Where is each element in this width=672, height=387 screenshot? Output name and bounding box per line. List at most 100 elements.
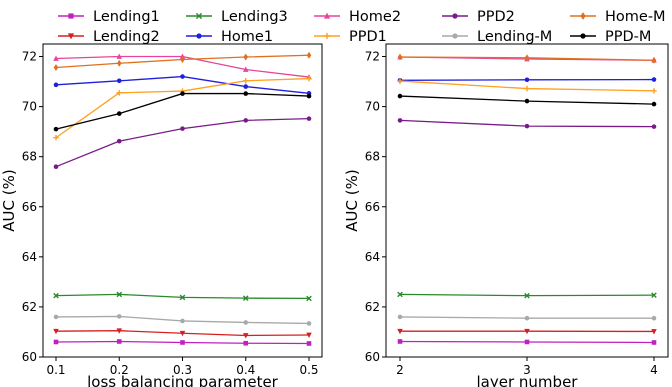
y-tick-label: 68 [22, 150, 37, 164]
data-point-lending3 [116, 291, 123, 298]
data-point-home2 [53, 55, 59, 61]
legend-label: PPD1 [349, 29, 387, 45]
data-point-ppd1 [242, 78, 249, 84]
data-point-lending3 [53, 292, 59, 299]
legend-entry-home-m: Home-M [570, 9, 666, 25]
legend-swatch-marker [580, 12, 586, 20]
data-point-ppd1 [116, 90, 123, 96]
x-tick-label: 4 [650, 363, 658, 377]
data-point-lending2 [651, 329, 657, 335]
data-point-lending2 [242, 333, 249, 339]
data-point-ppd-m [116, 111, 122, 116]
series-home1 [397, 77, 657, 83]
legend-swatch-marker [452, 13, 458, 19]
series-lending3 [397, 291, 657, 299]
y-tick-label: 66 [22, 200, 37, 214]
y-tick-label: 64 [365, 250, 380, 264]
series-ppd2 [53, 116, 312, 169]
legend-entry-ppd2: PPD2 [442, 9, 515, 25]
series-lending-m [53, 314, 312, 326]
data-point-lending1 [116, 339, 122, 344]
x-tick-label: 0.5 [299, 363, 318, 377]
data-point-lending-m [524, 315, 530, 321]
y-axis-label: AUC (%) [343, 169, 361, 231]
data-point-lending-m [53, 314, 59, 320]
data-point-lending1 [524, 339, 530, 345]
series-home-m [397, 53, 657, 64]
legend-swatch-marker [323, 12, 331, 19]
data-point-lending3 [651, 292, 657, 298]
legend-label: Home-M [605, 9, 666, 25]
data-point-lending3 [524, 292, 530, 299]
data-point-home1 [180, 74, 185, 79]
data-point-lending-m [306, 321, 312, 326]
legend-label: PPD-M [605, 29, 651, 45]
data-point-lending2 [179, 330, 186, 337]
y-tick-label: 72 [365, 50, 380, 64]
y-tick-label: 62 [22, 300, 37, 314]
legend-entry-lending3: Lending3 [186, 9, 288, 25]
x-axis-label: layer number [477, 373, 579, 387]
series-ppd-m [397, 93, 657, 107]
data-point-lending3 [242, 295, 249, 301]
data-point-lending1 [180, 340, 185, 345]
data-point-ppd-m [180, 91, 185, 96]
data-point-lending1 [306, 341, 312, 346]
legend-entry-lending2: Lending2 [58, 29, 160, 45]
y-tick-label: 68 [365, 150, 380, 164]
series-ppd2 [397, 118, 657, 129]
chart-panel-layer-number: 60 62 64 66 68 70 72 2 3 4 layer number AUC (%) [343, 43, 669, 387]
legend-swatch-marker [323, 32, 331, 40]
data-point-home-m [180, 56, 185, 63]
x-tick-label: 0.3 [173, 363, 192, 377]
y-tick-label: 60 [365, 350, 380, 364]
legend-label: Lending2 [93, 29, 160, 45]
legend-swatch-marker [67, 33, 75, 40]
data-point-ppd-m [53, 126, 59, 132]
data-point-ppd2 [53, 164, 59, 169]
data-point-home-m [53, 64, 59, 71]
data-point-lending1 [397, 339, 403, 344]
legend-entry-lending1: Lending1 [58, 9, 160, 25]
legend-swatch-marker [68, 13, 74, 19]
data-point-home1 [243, 84, 249, 89]
data-point-home1 [651, 77, 657, 82]
data-point-home-m [116, 59, 122, 67]
legend-swatch-marker [195, 12, 203, 20]
data-point-lending1 [53, 339, 59, 345]
legend-entry-ppd1: PPD1 [314, 29, 387, 45]
y-axis-label: AUC (%) [0, 169, 18, 231]
chart-panel-loss-balancing: 60 62 64 66 68 70 72 0.1 0.2 0.3 0.4 0.5 loss balanc… [0, 43, 323, 387]
data-point-lending2 [306, 332, 312, 338]
data-point-ppd2 [180, 126, 185, 131]
data-point-ppd1 [651, 88, 657, 94]
y-tick-label: 66 [365, 200, 380, 214]
data-point-lending2 [524, 328, 530, 335]
legend-label: Home1 [221, 29, 273, 45]
series-lending3 [53, 291, 312, 302]
data-point-ppd-m [243, 91, 249, 96]
data-point-home-m [651, 56, 657, 64]
data-point-ppd1 [397, 78, 403, 84]
y-tick-label: 70 [365, 100, 380, 114]
data-point-home2 [242, 66, 249, 72]
legend-label: Lending1 [93, 9, 160, 25]
data-point-lending-m [397, 314, 403, 320]
data-point-ppd-m [306, 93, 312, 99]
data-point-home2 [116, 53, 123, 59]
data-point-ppd2 [116, 138, 122, 144]
data-point-lending3 [179, 294, 186, 301]
legend-swatch-marker [452, 33, 458, 39]
data-point-lending-m [180, 318, 185, 324]
data-point-ppd2 [306, 116, 312, 121]
data-point-lending1 [243, 340, 249, 346]
legend-entry-lending-m: Lending-M [442, 29, 552, 45]
y-tick-label: 64 [22, 250, 37, 264]
x-tick-label: 0.4 [236, 363, 255, 377]
data-point-lending1 [651, 340, 657, 345]
series-line-ppd2 [55, 117, 310, 168]
data-point-ppd2 [524, 123, 530, 129]
data-point-lending-m [243, 320, 249, 325]
data-point-lending2 [116, 328, 123, 334]
